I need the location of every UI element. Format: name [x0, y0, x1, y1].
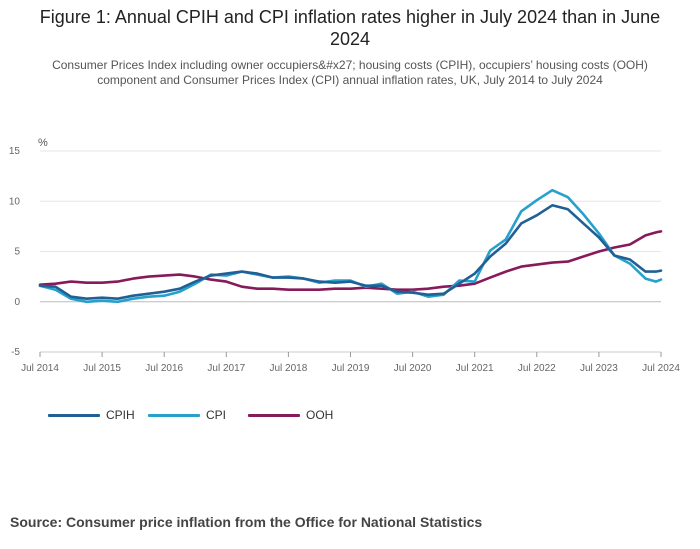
y-tick-label: 15: [9, 146, 21, 157]
source-note: Source: Consumer price inflation from th…: [10, 514, 483, 530]
y-tick-label: 0: [14, 297, 20, 308]
x-tick-label: Jul 2017: [207, 363, 245, 374]
chart-legend: CPIH CPI OOH: [48, 408, 348, 422]
y-tick-label: 10: [9, 196, 21, 207]
x-tick-label: Jul 2016: [145, 363, 183, 374]
x-tick-label: Jul 2019: [332, 363, 370, 374]
legend-label-cpih: CPIH: [106, 408, 135, 422]
axis-layer: -5 0 5 10 15 Jul 2014 Jul 2015 Jul 2016 Jul 2017…: [9, 146, 680, 374]
x-tick-label: Jul 2015: [83, 363, 121, 374]
y-tick-label: -5: [11, 347, 20, 358]
grid-layer: [40, 150, 661, 353]
legend-item-cpih[interactable]: CPIH: [48, 408, 148, 422]
x-tick-label: Jul 2018: [269, 363, 307, 374]
x-tick-label: Jul 2023: [580, 363, 618, 374]
legend-label-cpi: CPI: [206, 408, 227, 422]
chart-subtitle: Consumer Prices Index including owner oc…: [52, 58, 648, 87]
series-line-cpih: [38, 204, 663, 300]
chart-title: Figure 1: Annual CPIH and CPI inflation …: [39, 7, 661, 49]
y-axis-unit-label: %: [38, 137, 48, 149]
x-tick-label: Jul 2020: [394, 363, 432, 374]
x-tick-label: Jul 2022: [518, 363, 556, 374]
series-layer: [38, 188, 663, 304]
legend-swatch-cpih: [48, 413, 100, 417]
series-line-ooh: [38, 230, 663, 291]
legend-swatch-ooh: [248, 413, 300, 417]
legend-label-ooh: OOH: [306, 408, 334, 422]
y-tick-label: 5: [14, 247, 20, 258]
legend-item-ooh[interactable]: OOH: [248, 408, 348, 422]
series-line-cpi: [38, 188, 663, 304]
x-tick-label: Jul 2024: [642, 363, 680, 374]
x-tick-label: Jul 2021: [456, 363, 494, 374]
x-tick-label: Jul 2014: [21, 363, 59, 374]
legend-swatch-cpi: [148, 413, 200, 417]
legend-item-cpi[interactable]: CPI: [148, 408, 248, 422]
